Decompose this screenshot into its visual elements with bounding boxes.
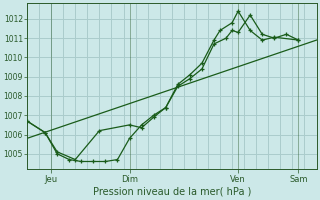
X-axis label: Pression niveau de la mer( hPa ): Pression niveau de la mer( hPa ) xyxy=(92,187,251,197)
